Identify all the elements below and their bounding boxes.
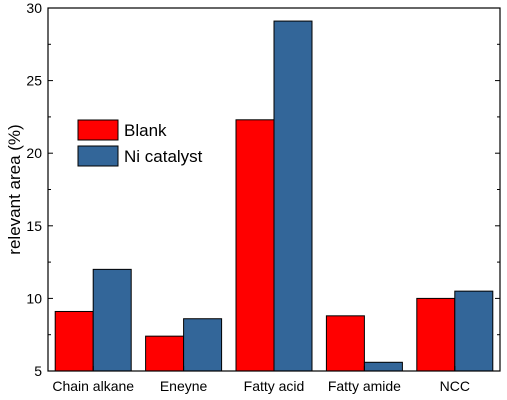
bar-blank-fatty-amide	[325, 315, 365, 372]
y-tick-label: 15	[26, 218, 42, 234]
bar-ni-catalyst-eneyne	[183, 318, 223, 372]
y-tick-label: 10	[26, 290, 42, 306]
x-tick-label: Chain alkane	[52, 378, 134, 394]
x-tick-label: Fatty acid	[244, 378, 305, 394]
legend: Blank Ni catalyst	[77, 119, 203, 167]
y-tick-label: 25	[26, 73, 42, 89]
x-tick-label: NCC	[440, 378, 470, 394]
bar-ni-catalyst-fatty-amide	[363, 361, 403, 372]
bar-blank-chain-alkane	[54, 310, 94, 372]
y-tick-label: 20	[26, 145, 42, 161]
bars-layer	[54, 20, 494, 372]
x-axis: Chain alkane Eneyne Fatty acid Fatty amide N…	[52, 366, 470, 394]
bar-ni-catalyst-ncc	[454, 290, 494, 372]
bar-ni-catalyst-fatty-acid	[273, 20, 313, 372]
legend-swatch	[77, 119, 119, 141]
bar-ni-catalyst-chain-alkane	[92, 268, 132, 372]
y-tick-label: 30	[26, 0, 42, 16]
legend-label: Blank	[124, 121, 167, 140]
x-tick-label: Eneyne	[160, 378, 208, 394]
bar-blank-eneyne	[145, 335, 185, 372]
legend-label: Ni catalyst	[124, 147, 203, 166]
bar-blank-ncc	[416, 297, 456, 372]
legend-swatch	[77, 145, 119, 167]
x-tick-label: Fatty amide	[328, 378, 401, 394]
y-axis-title: relevant area (%)	[5, 124, 24, 254]
y-tick-label: 5	[34, 363, 42, 379]
bar-blank-fatty-acid	[235, 119, 275, 372]
plot-frame	[47, 7, 501, 372]
